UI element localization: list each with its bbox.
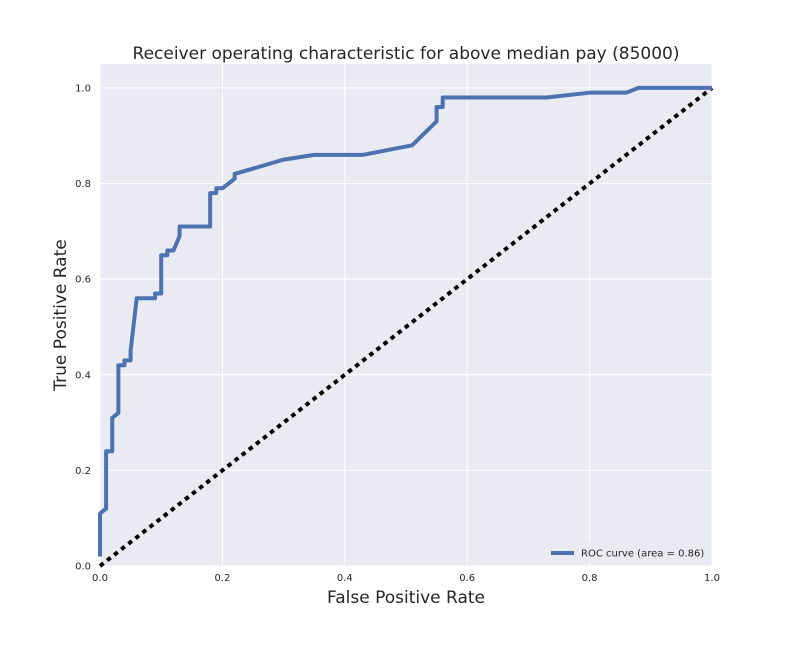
legend: ROC curve (area = 0.86) [546,542,708,562]
y-tick-label-3: 0.6 [75,275,91,286]
x-tick-label-5: 1.0 [704,573,720,584]
y-tick-label-4: 0.8 [75,179,91,190]
y-tick-label-1: 0.2 [75,466,91,477]
tick-labels: 0.0 0.2 0.4 0.6 0.8 1.0 0.0 0.2 0.4 0.6 0.8 1.0 [75,83,720,584]
plot-background [100,64,712,566]
y-tick-label-2: 0.4 [75,370,91,381]
x-tick-label-0: 0.0 [92,573,108,584]
y-tick-label-0: 0.0 [75,562,91,573]
x-tick-label-4: 0.8 [582,573,598,584]
x-tick-label-3: 0.6 [459,573,475,584]
x-tick-label-2: 0.4 [337,573,353,584]
roc-curve-line [98,85,712,557]
x-axis-label: False Positive Rate [327,588,485,608]
y-tick-label-5: 1.0 [75,83,91,94]
series-layer [98,85,714,568]
diagonal-reference-line [98,86,714,568]
y-axis-label: True Positive Rate [51,239,71,391]
x-tick-label-1: 0.2 [214,573,230,584]
legend-label-roc: ROC curve (area = 0.86) [581,549,704,560]
chart-title: Receiver operating characteristic for ab… [133,44,680,64]
grid-lines [99,64,713,567]
legend-box [546,542,708,562]
